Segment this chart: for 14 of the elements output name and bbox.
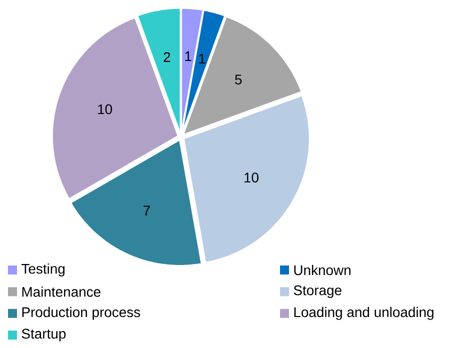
legend-label: Production process (22, 306, 140, 320)
data-label: 10 (98, 104, 112, 114)
legend-label: Unknown (294, 264, 350, 276)
data-label: 1 (199, 54, 206, 64)
data-label: 10 (244, 172, 258, 182)
legend-label: Storage (294, 285, 342, 298)
legend-label: Startup (22, 328, 66, 342)
legend-label: Testing (22, 263, 65, 276)
data-label: 1 (185, 51, 192, 61)
data-label: 7 (144, 206, 150, 216)
legend-label: Loading and unloading (294, 306, 434, 320)
data-label: 5 (235, 74, 242, 85)
data-label: 2 (164, 52, 170, 62)
legend-label: Maintenance (22, 286, 100, 297)
